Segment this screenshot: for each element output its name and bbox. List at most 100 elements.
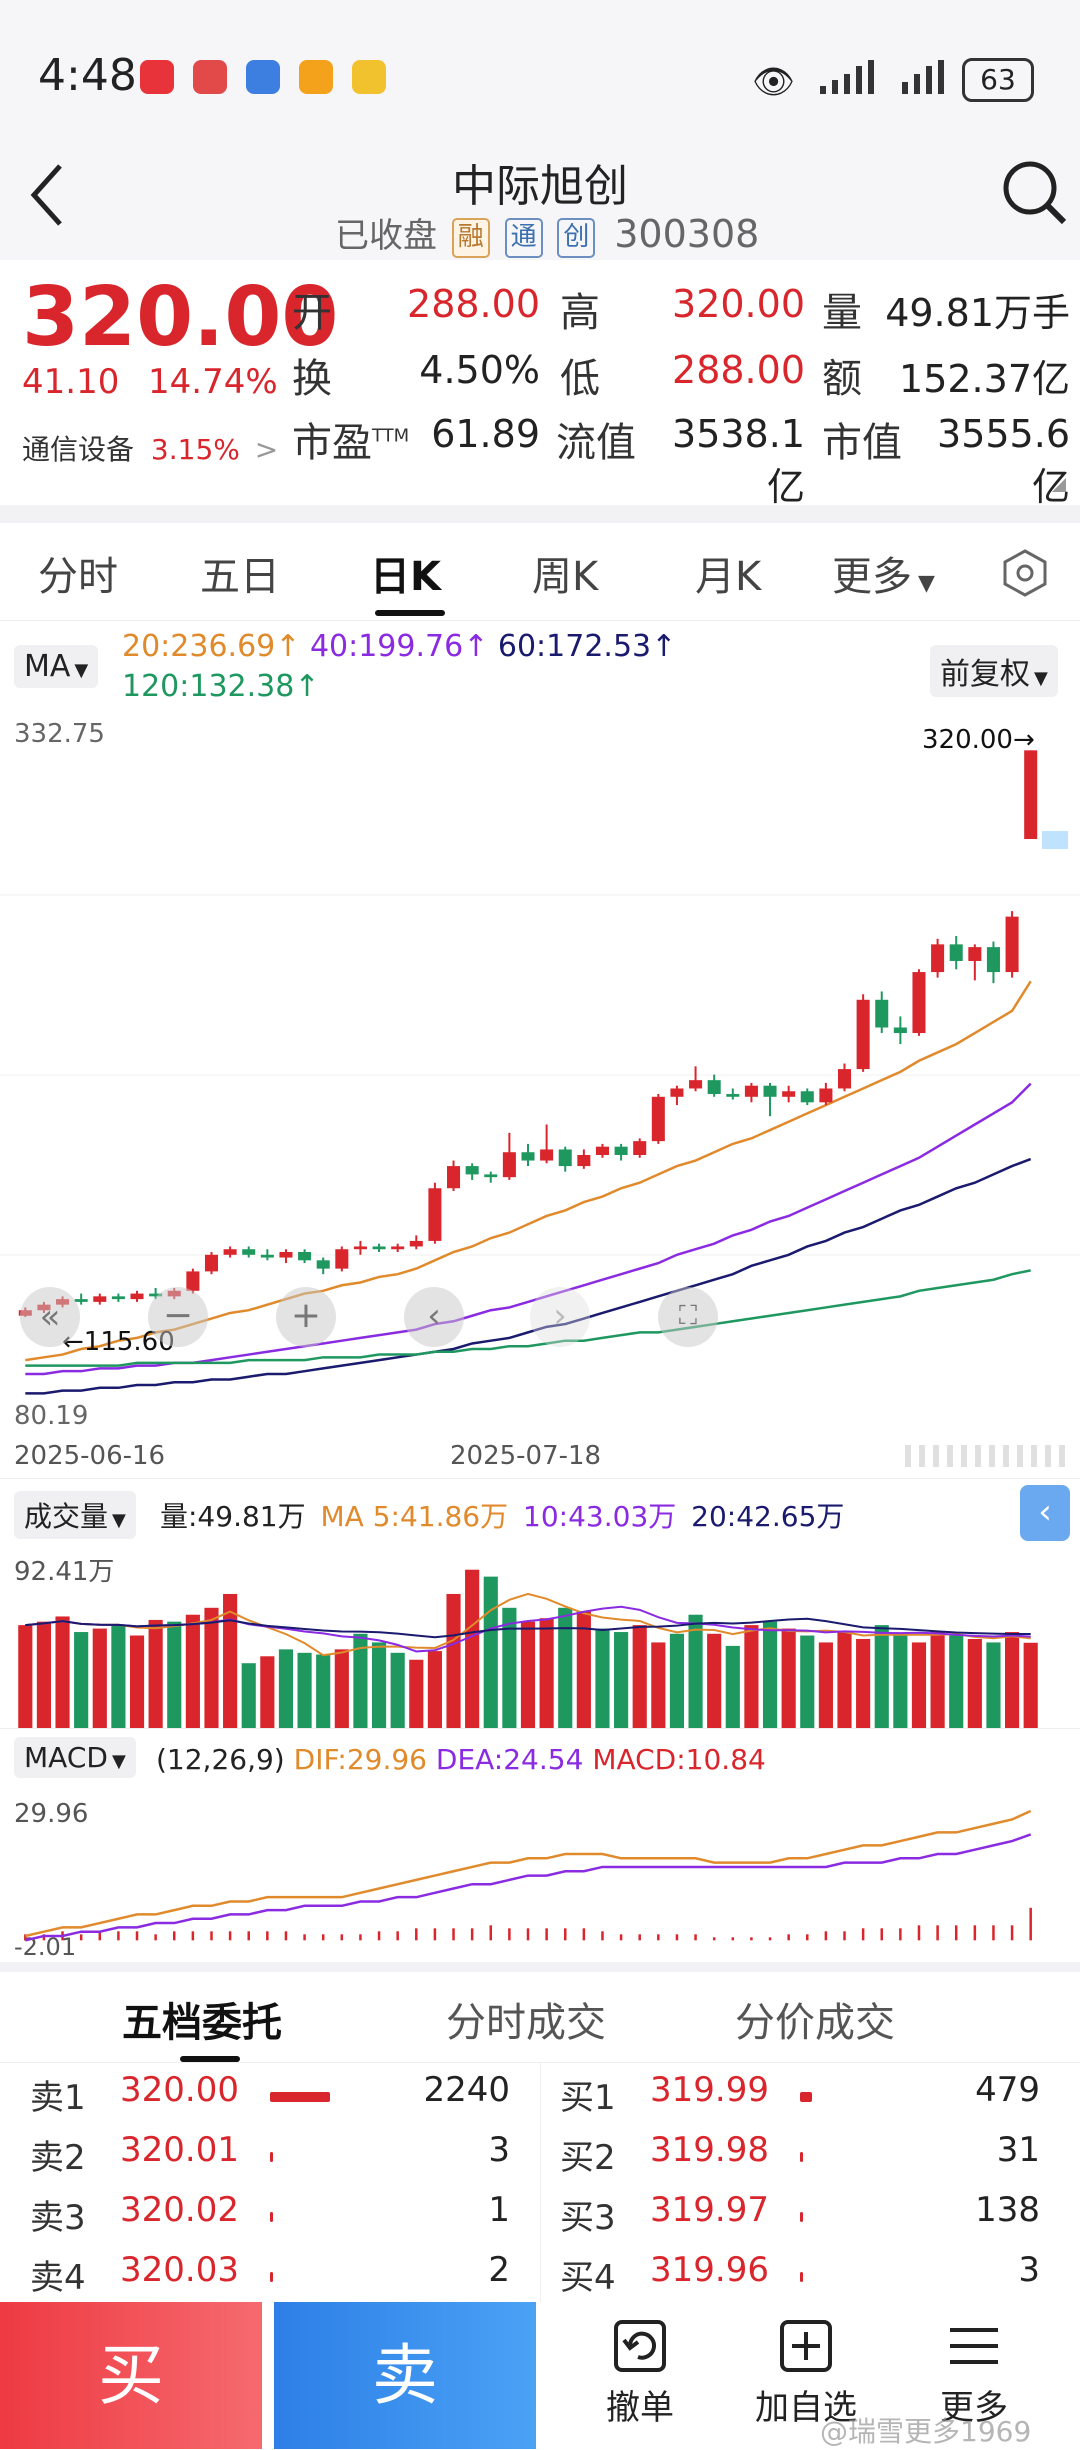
volume-bar: [502, 1607, 517, 1729]
divider: [0, 505, 1080, 523]
sell-button[interactable]: 卖: [274, 2302, 536, 2449]
volume-ma5: MA 5:41.86万: [320, 1500, 509, 1533]
tab-five-day[interactable]: 五日: [200, 554, 280, 600]
collapse-side-icon[interactable]: ‹: [1020, 1485, 1070, 1541]
volume-bar: [185, 1614, 200, 1729]
volume-label: 量: [822, 290, 862, 336]
level-volume-bar: [800, 2092, 812, 2102]
ma20-value: 20:236.69↑: [122, 629, 301, 664]
candle-body: [447, 1166, 461, 1189]
tab-monthly-k[interactable]: 月K: [695, 554, 762, 600]
level-label: 买2: [560, 2138, 616, 2178]
market-cap-label: 市值: [822, 420, 902, 466]
settings-hex-icon[interactable]: [1000, 548, 1050, 598]
tab-more[interactable]: 更多 ▼: [832, 544, 935, 602]
volume-selector[interactable]: 成交量 ▼: [14, 1491, 136, 1539]
candle-body: [707, 1080, 721, 1095]
ma40-value: 40:199.76↑: [309, 629, 489, 664]
adjust-selector[interactable]: 前复权 ▼: [930, 645, 1058, 697]
volume-bar: [856, 1638, 871, 1729]
orderbook-row[interactable]: 买4 319.96 3: [560, 2250, 1060, 2310]
cancel-order-button[interactable]: 撤单: [570, 2316, 710, 2429]
turnover-label: 换: [292, 356, 332, 402]
level-volume-bar: [800, 2272, 803, 2282]
market-cap-value: 3555.6亿: [937, 412, 1070, 509]
prev-icon[interactable]: ‹: [404, 1287, 464, 1347]
orderbook-row[interactable]: 买3 319.97 138: [560, 2190, 1060, 2250]
macd-selector[interactable]: MACD ▼: [14, 1737, 136, 1778]
level-price: 320.03: [120, 2250, 239, 2290]
volume-bar: [297, 1652, 312, 1729]
candle-body: [595, 1146, 609, 1155]
back-icon[interactable]: [22, 160, 72, 230]
quote-panel: 320.00 41.10 14.74% 通信设备 3.15% > 开 288.0…: [0, 260, 1080, 509]
zoom-out-icon[interactable]: −: [148, 1287, 208, 1347]
caret-down-icon: ▼: [112, 1510, 126, 1531]
candlestick-chart[interactable]: 332.75 80.19 320.00→ ←115.60 2025-06-16 …: [0, 715, 1080, 1475]
expand-corner-icon[interactable]: [1052, 478, 1066, 492]
candle-body: [986, 947, 1000, 973]
candle-body: [558, 1149, 572, 1167]
sector-row[interactable]: 通信设备 3.15% >: [22, 428, 278, 468]
level-price: 320.00: [120, 2070, 239, 2110]
tab-intraday-trades[interactable]: 分时成交: [446, 2000, 606, 2046]
volume-bar: [371, 1642, 387, 1729]
candle-body: [316, 1260, 330, 1269]
float-cap-label: 流值: [556, 420, 636, 466]
float-cap-value: 3538.1亿: [672, 412, 805, 509]
ma-line-120: [25, 1269, 1031, 1367]
pe-label-sup: TTM: [372, 425, 410, 447]
level-label: 卖3: [30, 2198, 86, 2238]
open-value: 288.00: [407, 282, 540, 326]
ma-selector[interactable]: MA ▼: [14, 645, 99, 688]
level-price: 319.97: [650, 2190, 769, 2230]
menu-icon: [950, 2328, 998, 2364]
volume-bar: [427, 1651, 442, 1729]
next-icon[interactable]: ›: [530, 1287, 590, 1347]
zoom-in-icon[interactable]: +: [276, 1287, 336, 1347]
tab-daily-k[interactable]: 日K: [370, 554, 441, 600]
volume-bar: [409, 1659, 424, 1729]
level-label: 卖2: [30, 2138, 86, 2178]
orderbook-row[interactable]: 卖4 320.03 2: [30, 2250, 530, 2310]
tab-indicator: [375, 610, 445, 616]
candle-body: [298, 1252, 312, 1261]
candle-body: [409, 1240, 423, 1247]
candle-body: [502, 1152, 516, 1178]
fast-back-icon[interactable]: «: [20, 1287, 80, 1347]
y-top-label: 332.75: [14, 719, 105, 749]
status-bar: 4:48 👁 63: [0, 0, 1080, 150]
orderbook-row[interactable]: 卖1 320.00 2240: [30, 2070, 530, 2130]
kline-svg: [0, 750, 1080, 1395]
candle-body: [484, 1174, 498, 1178]
add-watchlist-button[interactable]: 加自选: [736, 2316, 876, 2429]
volume-bar: [316, 1654, 331, 1729]
orderbook-row[interactable]: 卖2 320.01 3: [30, 2130, 530, 2190]
pe-label-text: 市盈: [292, 420, 372, 466]
tab-intraday[interactable]: 分时: [38, 554, 118, 600]
orderbook-row[interactable]: 买1 319.99 479: [560, 2070, 1060, 2130]
adjust-label: 前复权: [940, 657, 1030, 692]
more-label: 更多: [940, 2388, 1008, 2428]
orderbook-row[interactable]: 卖3 320.02 1: [30, 2190, 530, 2250]
level-quantity: 31: [996, 2130, 1040, 2170]
orderbook-row[interactable]: 买2 319.98 31: [560, 2130, 1060, 2190]
level-quantity: 1: [488, 2190, 510, 2230]
volume-bar: [260, 1656, 275, 1729]
fullscreen-icon[interactable]: ⛶: [658, 1287, 718, 1347]
candle-body: [372, 1246, 386, 1250]
tab-order-levels[interactable]: 五档委托: [122, 2000, 282, 2046]
stock-code: 300308: [614, 212, 760, 256]
undo-icon: [614, 2320, 666, 2372]
tab-price-trades[interactable]: 分价成交: [735, 2000, 895, 2046]
candle-body: [521, 1152, 535, 1161]
high-label: 高: [560, 290, 600, 336]
divider: [0, 1962, 1080, 1972]
volume-bar: [111, 1625, 126, 1729]
more-button[interactable]: 更多: [904, 2316, 1044, 2429]
search-icon[interactable]: [1000, 158, 1070, 228]
candle-body: [949, 944, 963, 961]
buy-button[interactable]: 买: [0, 2302, 262, 2449]
tab-weekly-k[interactable]: 周K: [532, 554, 599, 600]
macd-value: MACD:10.84: [592, 1743, 766, 1776]
